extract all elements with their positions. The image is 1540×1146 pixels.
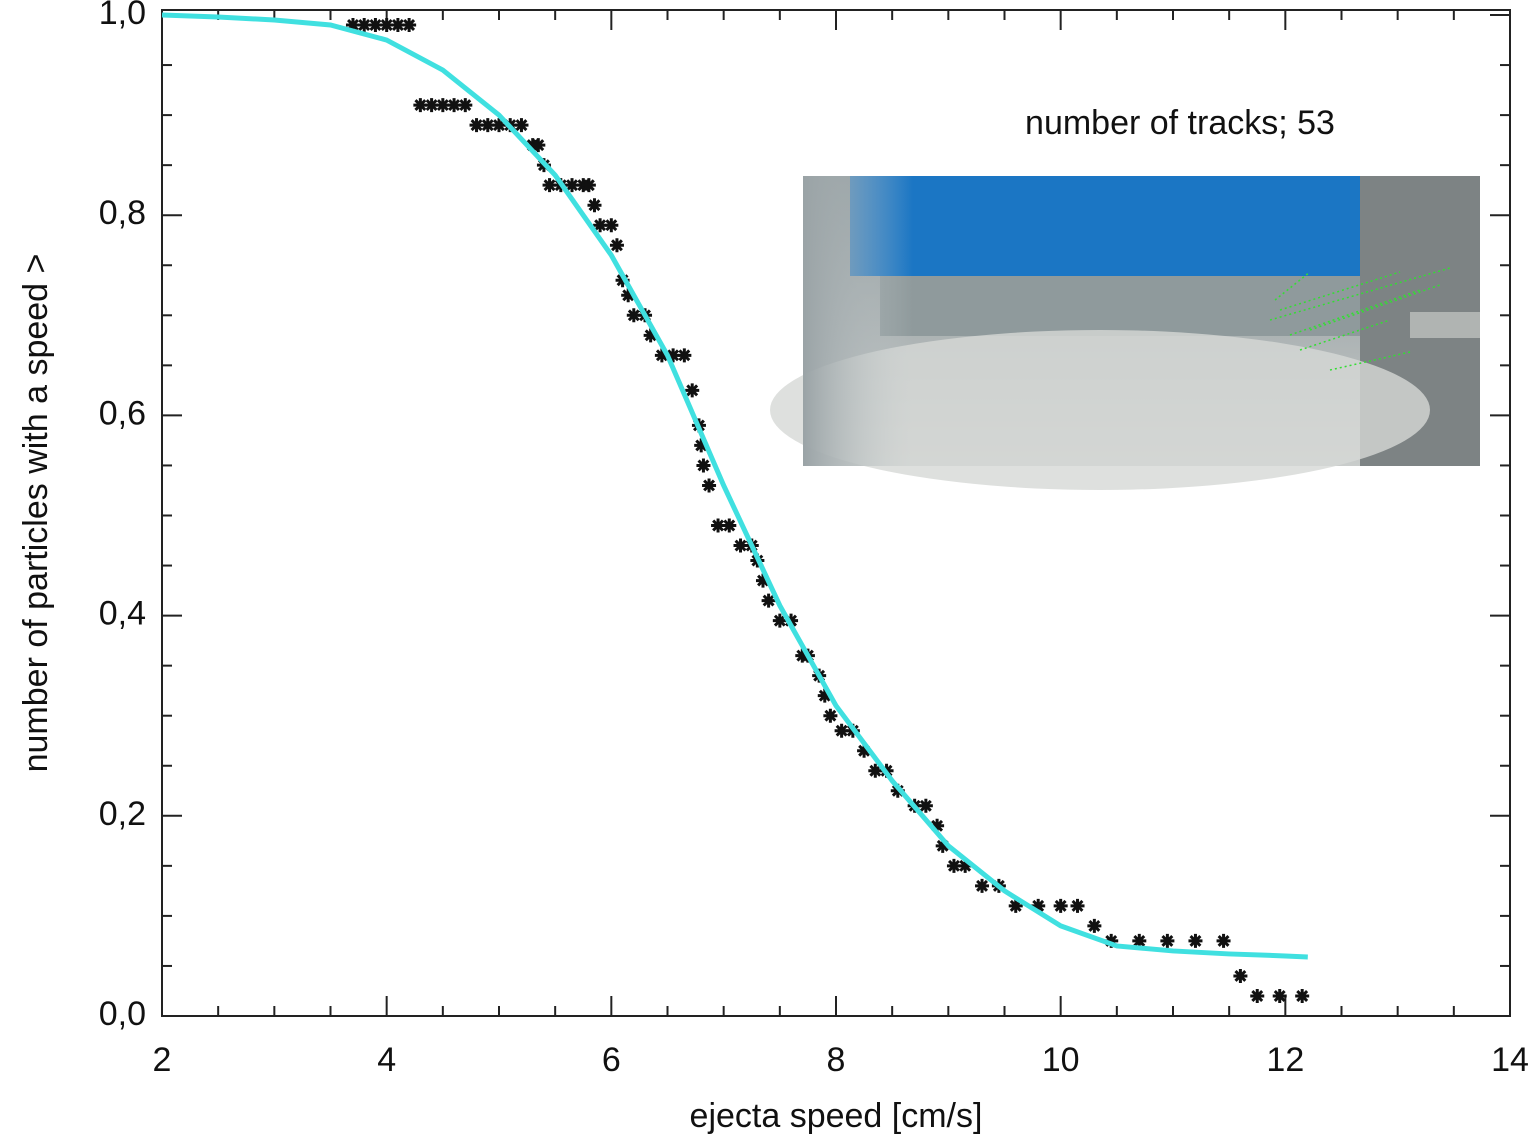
x-tick-label: 6 xyxy=(602,1041,621,1079)
x-axis-title: ejecta speed [cm/s] xyxy=(690,1097,983,1135)
point xyxy=(817,688,832,703)
point xyxy=(357,18,372,33)
fit-line xyxy=(161,12,1308,960)
inset-photo xyxy=(770,176,1480,490)
point xyxy=(390,18,405,33)
point xyxy=(772,613,787,628)
x-tick-label: 4 xyxy=(377,1041,396,1079)
point xyxy=(958,858,973,873)
photo-plate xyxy=(880,276,1360,336)
point xyxy=(379,18,394,33)
point xyxy=(593,218,608,233)
point xyxy=(424,98,439,113)
x-tick-label: 10 xyxy=(1042,1041,1080,1079)
point xyxy=(480,118,495,133)
point xyxy=(609,238,624,253)
photo-blue-panel xyxy=(850,176,1360,276)
point xyxy=(345,18,360,33)
y-tick-label: 0,8 xyxy=(99,194,146,232)
photo-mist xyxy=(803,176,913,466)
point xyxy=(514,118,529,133)
point xyxy=(1295,988,1310,1003)
point xyxy=(1272,988,1287,1003)
point xyxy=(587,198,602,213)
point xyxy=(685,383,700,398)
point xyxy=(823,708,838,723)
point xyxy=(1250,988,1265,1003)
x-tick-label: 12 xyxy=(1266,1041,1304,1079)
point xyxy=(935,838,950,853)
point xyxy=(733,538,748,553)
point xyxy=(677,348,692,363)
point xyxy=(604,218,619,233)
photo-dust xyxy=(770,330,1430,490)
x-tick-label: 8 xyxy=(827,1041,846,1079)
point xyxy=(402,18,417,33)
point xyxy=(531,138,546,153)
point xyxy=(1053,898,1068,913)
point xyxy=(702,478,717,493)
point xyxy=(1104,933,1119,948)
x-tick-label: 2 xyxy=(153,1041,172,1079)
point xyxy=(1008,898,1023,913)
photo-tracks xyxy=(1269,267,1451,371)
photo-rod xyxy=(1410,312,1480,338)
point xyxy=(834,723,849,738)
point xyxy=(975,878,990,893)
x-tick-label: 14 xyxy=(1491,1041,1529,1079)
point xyxy=(368,18,383,33)
annotation: number of tracks; 53 xyxy=(1025,104,1335,142)
point xyxy=(1216,933,1231,948)
point xyxy=(694,438,709,453)
y-tick-label: 0,2 xyxy=(99,795,146,833)
plot-frame xyxy=(161,9,1511,1017)
point xyxy=(447,98,462,113)
point xyxy=(1070,898,1085,913)
point xyxy=(1233,968,1248,983)
point xyxy=(469,118,484,133)
point xyxy=(666,348,681,363)
point xyxy=(435,98,450,113)
point xyxy=(643,328,658,343)
point xyxy=(626,308,641,323)
y-tick-label: 1,0 xyxy=(99,0,146,32)
point xyxy=(565,178,580,193)
point xyxy=(696,458,711,473)
point xyxy=(581,178,596,193)
point xyxy=(1087,918,1102,933)
point xyxy=(711,518,726,533)
y-tick-label: 0,6 xyxy=(99,394,146,432)
point xyxy=(621,288,636,303)
point xyxy=(918,798,933,813)
point xyxy=(755,573,770,588)
point xyxy=(946,858,961,873)
point xyxy=(458,98,473,113)
y-tick-label: 0,4 xyxy=(99,595,146,633)
y-axis-title: number of particles with a speed > xyxy=(17,254,55,773)
point xyxy=(1160,933,1175,948)
point xyxy=(542,178,557,193)
point xyxy=(413,98,428,113)
point xyxy=(761,593,776,608)
point xyxy=(930,818,945,833)
point xyxy=(722,518,737,533)
point xyxy=(1031,898,1046,913)
point xyxy=(857,743,872,758)
point xyxy=(1132,933,1147,948)
point xyxy=(1188,933,1203,948)
point xyxy=(654,348,669,363)
point xyxy=(868,763,883,778)
point xyxy=(492,118,506,133)
y-tick-label: 0,0 xyxy=(99,995,146,1033)
